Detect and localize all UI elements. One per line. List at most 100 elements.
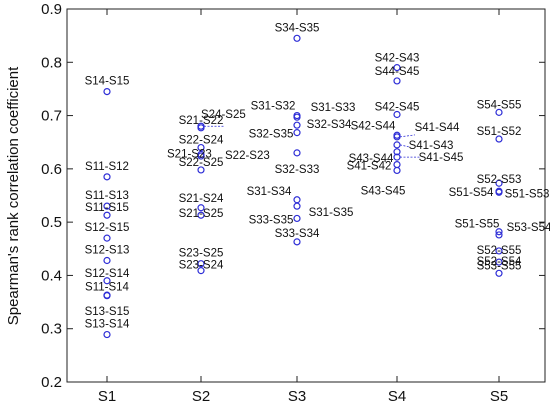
point-label: S14-S15 [85, 76, 130, 88]
x-tick-label: S5 [490, 388, 508, 405]
point-label: S33-S34 [275, 228, 320, 240]
y-tick-label: 0.5 [41, 214, 62, 231]
data-point [293, 214, 301, 223]
point-label: S52-S53 [477, 174, 522, 186]
data-point [393, 133, 401, 141]
point-label: S12-S13 [85, 245, 130, 257]
point-label: S41-S44 [415, 122, 460, 134]
point-label: S23-S25 [179, 248, 224, 260]
data-point [197, 260, 205, 268]
data-point [293, 113, 301, 121]
point-label: S54-S55 [477, 99, 522, 111]
data-point [495, 179, 503, 187]
point-label: S34-S35 [275, 22, 320, 34]
y-axis-title: Spearman's rank correlation coefficient [5, 66, 22, 325]
point-label: S43-S45 [361, 185, 406, 197]
data-point [495, 228, 503, 236]
point-label: S42-S44 [351, 120, 396, 132]
x-tick-label: S2 [192, 388, 210, 405]
point-label: S32-S35 [249, 129, 294, 141]
point-label: S31-S32 [251, 101, 296, 113]
point-label: S51-S54 [449, 187, 494, 199]
point-label: S42-S45 [375, 102, 420, 114]
x-tick-label: S3 [288, 388, 306, 405]
data-point [393, 153, 401, 161]
point-label: S42-S43 [375, 53, 420, 65]
data-point [393, 77, 401, 85]
point-label: S22-S24 [179, 135, 224, 147]
data-point [393, 148, 401, 156]
data-point [103, 173, 111, 181]
y-tick-label: 0.3 [41, 321, 62, 338]
point-label: S23-S24 [179, 260, 224, 272]
label-leaders [204, 125, 421, 158]
point-label: S11-S12 [85, 161, 129, 173]
data-point [293, 121, 301, 129]
data-point [103, 234, 111, 242]
data-point [293, 129, 301, 137]
y-tick-label: 0.7 [41, 108, 62, 125]
point-label: S44-S45 [375, 66, 420, 78]
point-label: S22-S25 [179, 157, 224, 169]
label-leader [399, 134, 416, 138]
point-label: S43-S44 [349, 153, 394, 165]
data-point [197, 204, 205, 212]
data-point [103, 291, 111, 299]
data-point [393, 64, 401, 72]
point-label: S51-S52 [477, 126, 522, 138]
point-label: S22-S23 [225, 150, 270, 162]
point-label: S52-S55 [477, 245, 522, 257]
label-leader [399, 144, 410, 148]
y-tick-label: 0.6 [41, 161, 62, 178]
point-label: S41-S42 [347, 161, 392, 173]
x-tick-label: S1 [98, 388, 116, 405]
point-label: S12-S15 [85, 222, 130, 234]
data-point [103, 202, 111, 210]
y-tick-label: 0.2 [41, 374, 62, 391]
data-point [495, 108, 503, 116]
data-point [197, 124, 205, 132]
point-label: S24-S25 [201, 109, 246, 121]
data-point [393, 110, 401, 119]
data-point [197, 211, 205, 219]
data-point [393, 166, 401, 175]
data-point [293, 238, 301, 246]
y-tick-label: 0.8 [41, 54, 62, 71]
point-label: S13-S15 [85, 306, 130, 318]
data-point [197, 143, 205, 152]
point-label: S13-S14 [85, 319, 130, 331]
point-label: S21-S24 [179, 193, 224, 205]
point-label: S21-S22 [179, 115, 224, 127]
point-label: S12-S14 [85, 268, 130, 280]
data-point [293, 149, 301, 157]
data-point [293, 202, 301, 210]
point-label: S41-S45 [419, 152, 464, 164]
point-label: S31-S35 [309, 207, 354, 219]
point-label: S11-S14 [85, 282, 130, 294]
data-point [293, 34, 301, 42]
point-label: S31-S34 [247, 186, 292, 198]
x-tick-label: S4 [388, 388, 406, 405]
y-tick-label: 0.9 [41, 1, 62, 18]
plot-frame [66, 8, 546, 383]
data-point [103, 330, 111, 339]
point-label: S21-S23 [167, 148, 212, 160]
point-label: S31-S33 [311, 102, 356, 114]
y-tick-label: 0.4 [41, 267, 62, 284]
data-point [197, 267, 205, 275]
data-point [495, 269, 503, 277]
point-label: S11-S15 [85, 202, 129, 214]
data-point [495, 258, 503, 266]
data-point [103, 211, 111, 219]
point-label: S52-S54 [477, 256, 522, 268]
data-points [103, 34, 503, 339]
data-point [103, 277, 111, 285]
point-label: S53-S54 [507, 222, 550, 234]
data-point [103, 87, 111, 96]
point-label: S53-S55 [477, 260, 522, 272]
y-axis: 0.2 0.3 0.4 0.5 0.6 0.7 0.8 0.9 [41, 1, 545, 391]
data-point [495, 188, 503, 196]
x-axis: S1 S2 S3 S4 S5 [98, 9, 508, 405]
point-label: S11-S13 [85, 190, 129, 202]
